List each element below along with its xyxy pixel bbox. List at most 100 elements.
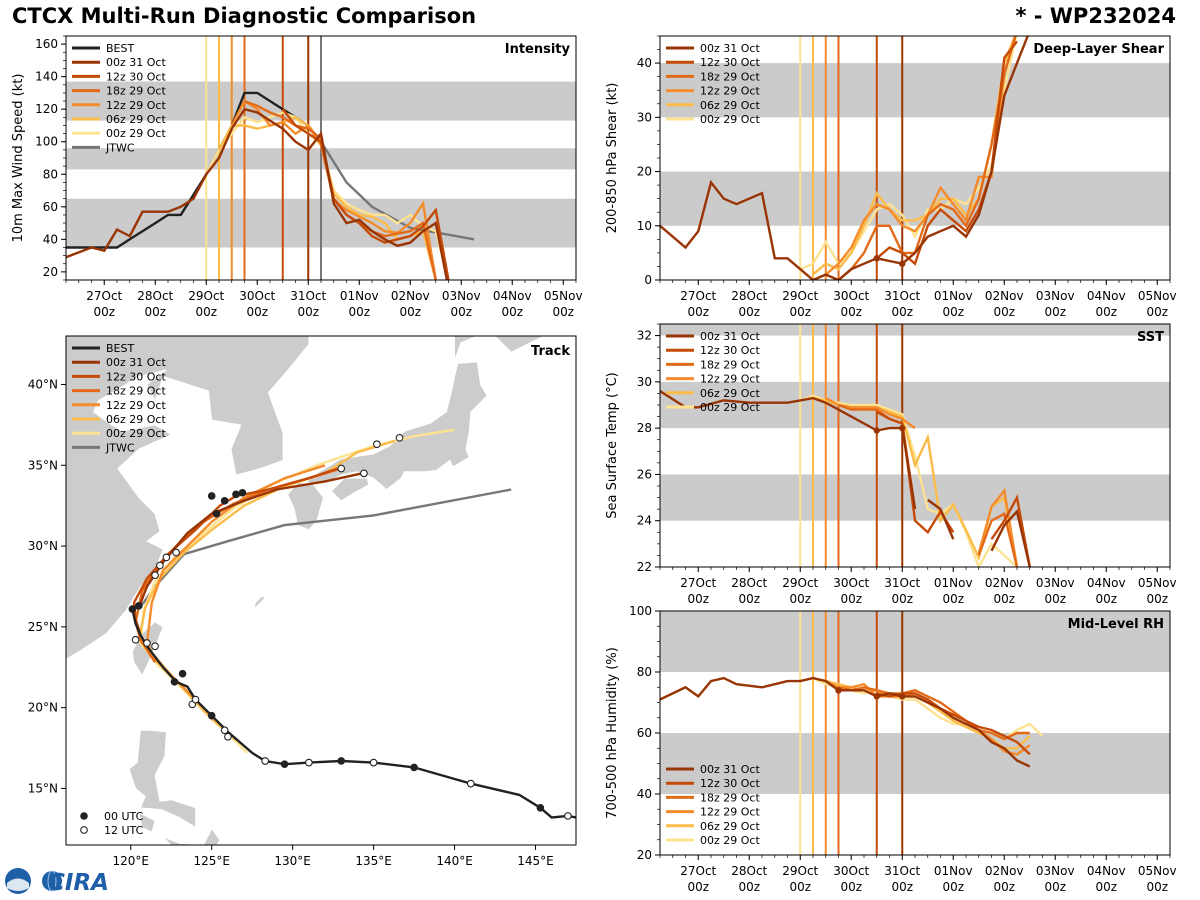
best-track-line — [130, 606, 576, 819]
legend-label: 00z 31 Oct — [700, 763, 760, 776]
x-tick-label: 02Nov — [985, 576, 1024, 590]
x-tick-label: 01Nov — [340, 289, 379, 303]
run-12utc-point — [143, 639, 151, 647]
x-tick-sublabel: 00z — [891, 305, 913, 319]
x-tick-sublabel: 00z — [450, 305, 472, 319]
y-tick-label: 160 — [35, 37, 58, 51]
legend-label: 00z 31 Oct — [106, 356, 166, 369]
legend-label: 06z 29 Oct — [106, 413, 166, 426]
legend-label: 18z 29 Oct — [106, 85, 166, 98]
legend-label: 00 UTC — [104, 810, 144, 823]
x-tick-label: 28Oct — [731, 864, 767, 878]
series-line-00z-31-Oct — [660, 36, 1029, 280]
x-tick-label: 04Nov — [493, 289, 532, 303]
figure-title: CTCX Multi-Run Diagnostic Comparison — [12, 4, 477, 28]
lat-tick-label: 35°N — [28, 458, 58, 472]
init-marker — [873, 255, 880, 262]
lat-tick-label: 30°N — [28, 539, 58, 553]
legend-label: 00z 29 Oct — [700, 401, 760, 414]
x-tick-sublabel: 00z — [993, 592, 1015, 606]
x-tick-label: 31Oct — [884, 289, 920, 303]
best-12utc-point — [564, 812, 572, 820]
legend-label: 18z 29 Oct — [700, 791, 760, 804]
x-tick-sublabel: 00z — [1044, 592, 1066, 606]
y-axis-label: Sea Surface Temp (°C) — [605, 372, 620, 519]
plot-area — [66, 36, 576, 280]
init-marker — [835, 687, 842, 694]
x-tick-sublabel: 00z — [942, 880, 964, 894]
series-line-00z-31-Oct — [66, 107, 449, 280]
legend-label: BEST — [106, 42, 134, 55]
legend-label: JTWC — [105, 141, 135, 154]
legend-label: 18z 29 Oct — [700, 70, 760, 83]
legend-label: 12z 30 Oct — [106, 370, 166, 383]
storm-id-label: * - WP232024 — [1015, 4, 1176, 28]
series-line-00z-31-Oct — [660, 390, 1031, 567]
shaded-band — [660, 611, 1170, 672]
y-tick-label: 20 — [637, 848, 652, 862]
best-00utc-point — [128, 605, 137, 613]
best-12utc-point — [305, 758, 313, 767]
x-tick-sublabel: 00z — [993, 880, 1015, 894]
plot-area — [660, 611, 1170, 855]
x-tick-label: 04Nov — [1087, 864, 1126, 878]
x-tick-sublabel: 00z — [1044, 880, 1066, 894]
run-12utc-point — [131, 635, 140, 644]
series-line-00z-31-Oct — [660, 676, 1031, 768]
run-12utc-point — [162, 553, 171, 562]
run-12utc-point — [373, 440, 381, 449]
best-12utc-point — [369, 758, 378, 767]
legend-label: 00z 31 Oct — [700, 42, 760, 55]
ryukyu-land — [253, 595, 266, 611]
logo-text: CIRA — [48, 870, 109, 896]
x-tick-sublabel: 00z — [1044, 305, 1066, 319]
x-tick-sublabel: 00z — [738, 305, 760, 319]
shear-panel: 0 10 20 30 40 27Oct 00z 28Oct 00z 29Oct 00z 30Oct 00… — [605, 35, 1177, 319]
x-tick-sublabel: 00z — [789, 880, 811, 894]
lat-tick-label: 25°N — [28, 620, 58, 634]
x-tick-sublabel: 00z — [1146, 880, 1168, 894]
x-tick-sublabel: 00z — [687, 592, 709, 606]
x-tick-sublabel: 00z — [840, 592, 862, 606]
track-line-00z-29-Oct — [139, 428, 455, 754]
legend-label: 00z 29 Oct — [106, 427, 166, 440]
shaded-band — [660, 171, 1170, 226]
series-line-00z-29-Oct — [205, 111, 450, 280]
x-tick-sublabel: 00z — [144, 305, 166, 319]
x-tick-label: 31Oct — [884, 864, 920, 878]
rh-panel: 20 40 60 80 100 27Oct 00z 28Oct 00z 29Oct 00z 30Oct… — [605, 604, 1177, 894]
legend-label: 12 UTC — [104, 824, 144, 837]
cira-logo: CIRA — [5, 868, 109, 896]
lat-tick-label: 20°N — [28, 701, 58, 715]
y-tick-label: 100 — [35, 135, 58, 149]
x-tick-sublabel: 00z — [93, 305, 115, 319]
x-tick-label: 30Oct — [833, 289, 869, 303]
init-marker — [899, 260, 906, 267]
series-line-00z-29-Oct — [799, 36, 1018, 271]
track-line-00z-31-Oct — [137, 472, 363, 608]
visayas-land — [162, 828, 221, 845]
legend-label: 12z 30 Oct — [700, 344, 760, 357]
x-tick-label: 05Nov — [1138, 289, 1177, 303]
x-tick-label: 27Oct — [680, 289, 716, 303]
sst-panel: 22 24 26 28 30 32 27Oct 00z 28Oct 00z 29Oct 00z 30Oc… — [605, 323, 1177, 606]
legend-label: 06z 29 Oct — [106, 113, 166, 126]
shaded-band — [660, 381, 1170, 429]
x-tick-sublabel: 00z — [789, 592, 811, 606]
x-tick-sublabel: 00z — [297, 305, 319, 319]
map-area — [66, 336, 576, 845]
legend-label: 00z 29 Oct — [700, 834, 760, 847]
x-tick-label: 04Nov — [1087, 576, 1126, 590]
x-tick-label: 05Nov — [1138, 576, 1177, 590]
init-marker — [873, 693, 880, 700]
luzon-land — [128, 729, 196, 828]
legend-label: 12z 29 Oct — [106, 399, 166, 412]
best-track-line — [66, 91, 322, 249]
lon-tick-label: 125°E — [193, 854, 230, 868]
x-tick-label: 03Nov — [1036, 864, 1075, 878]
y-tick-label: 80 — [637, 665, 652, 679]
intensity-panel: 20 40 60 80 100 120 140 160 27Oct 00z 28Oct 00z 29Oc… — [11, 35, 583, 319]
y-tick-label: 24 — [637, 514, 652, 528]
legend-label: 00z 31 Oct — [700, 330, 760, 343]
run-00utc-point — [212, 509, 221, 518]
